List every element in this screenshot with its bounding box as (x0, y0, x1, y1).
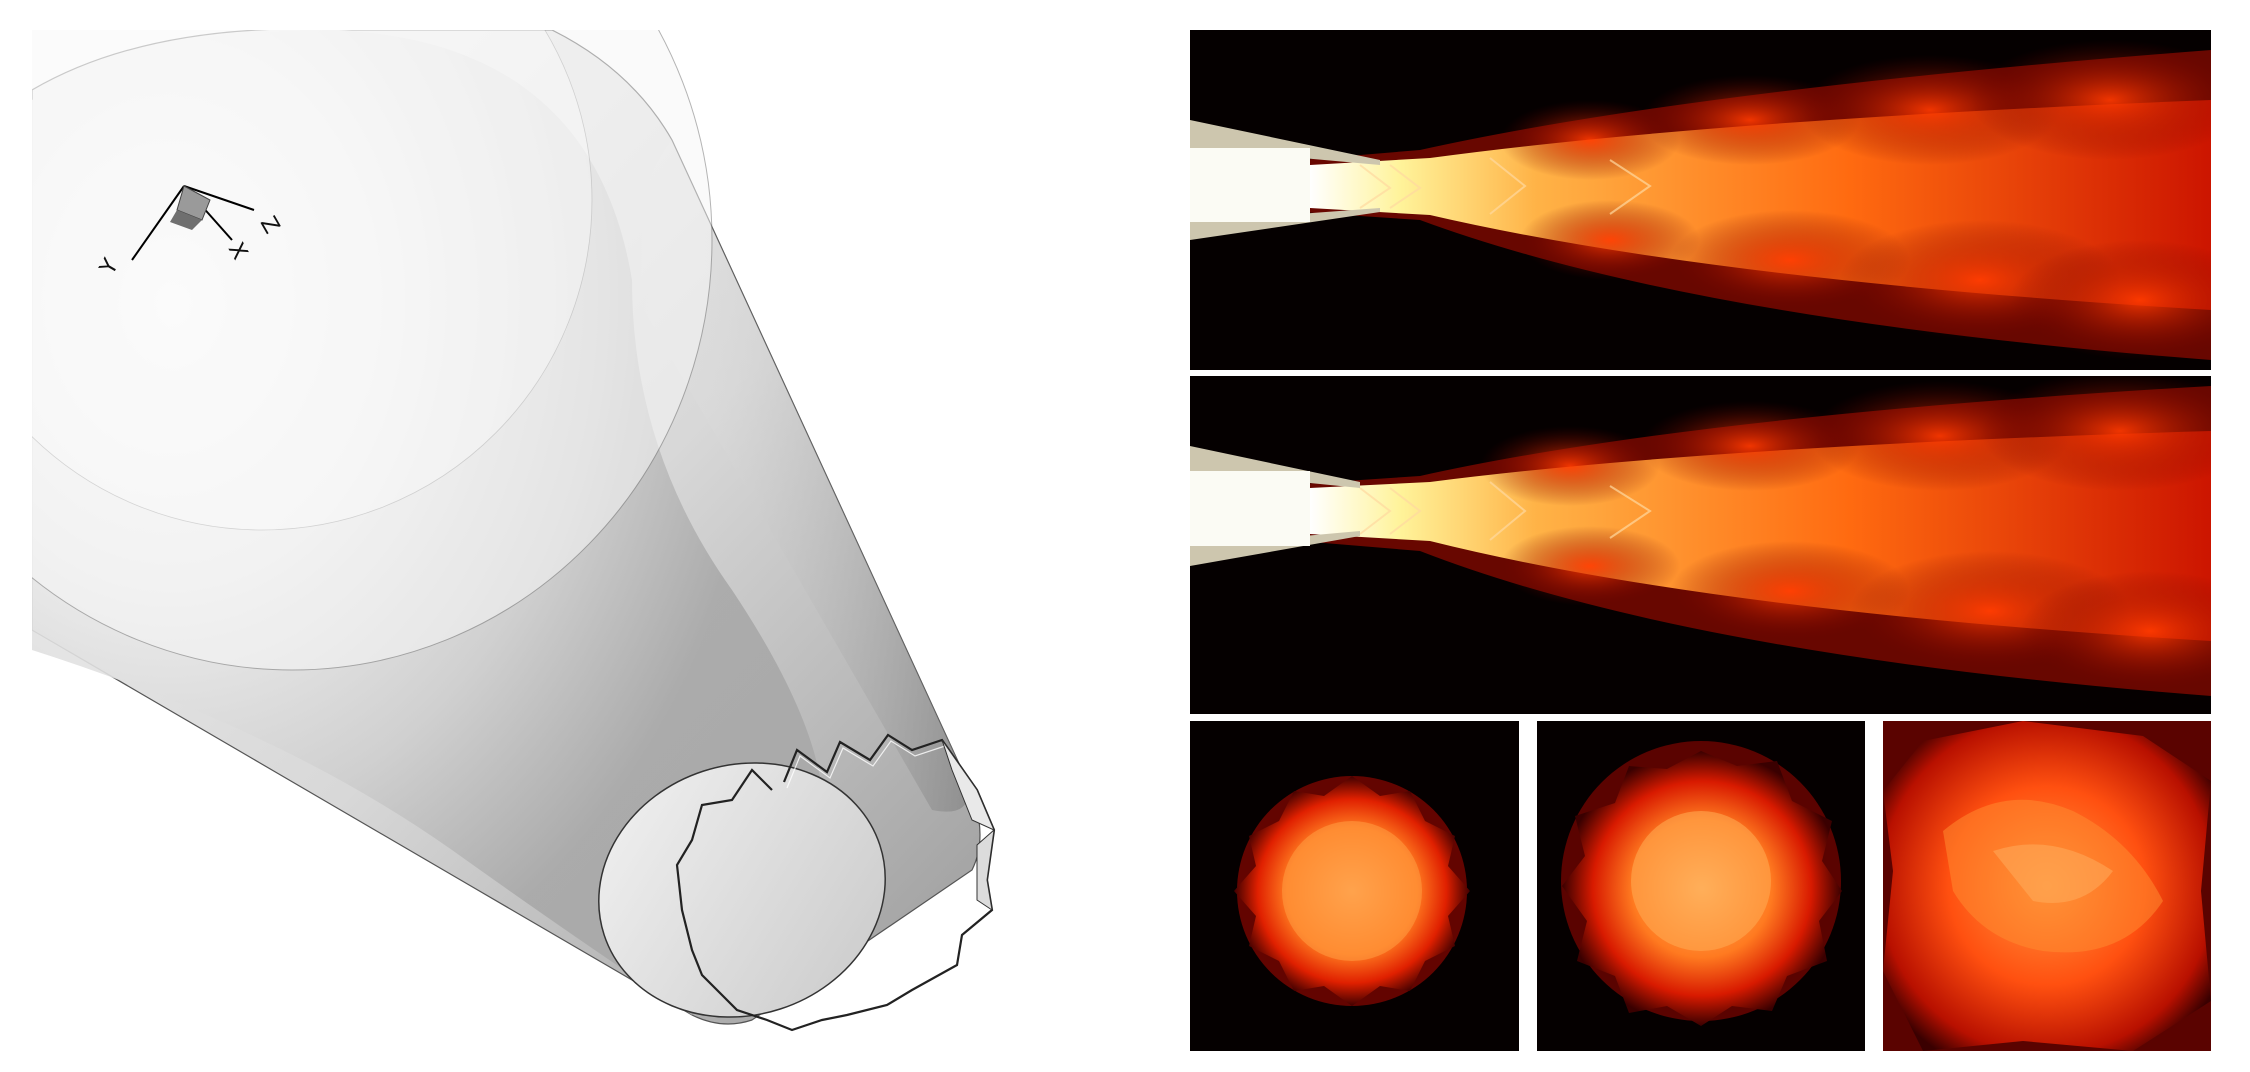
plume-cross-section-2 (1537, 721, 1865, 1051)
plume-cross-section-1 (1190, 721, 1519, 1051)
nozzle-exit (598, 762, 886, 1018)
nozzle-inlet-ring (32, 30, 713, 671)
nozzle-inlet-inner-ring (32, 30, 593, 531)
chevron-edges (675, 733, 996, 1032)
plume-side-view-bottom (1190, 376, 2211, 714)
plume-cross-section-3 (1883, 721, 2211, 1051)
plume-side-view-top (1190, 30, 2211, 370)
plume-side-render-top (1190, 40, 2211, 360)
cross-section-render-2 (1561, 741, 1842, 1026)
plume-side-render-bottom (1190, 376, 2211, 696)
nozzle-3d-view: Z X Y (32, 30, 1132, 1050)
nozzle-illustration: Z X Y (32, 30, 996, 1032)
cross-section-render-3 (1883, 721, 2211, 1051)
cross-section-render-1 (1234, 776, 1470, 1006)
nozzle-shading (632, 140, 968, 812)
